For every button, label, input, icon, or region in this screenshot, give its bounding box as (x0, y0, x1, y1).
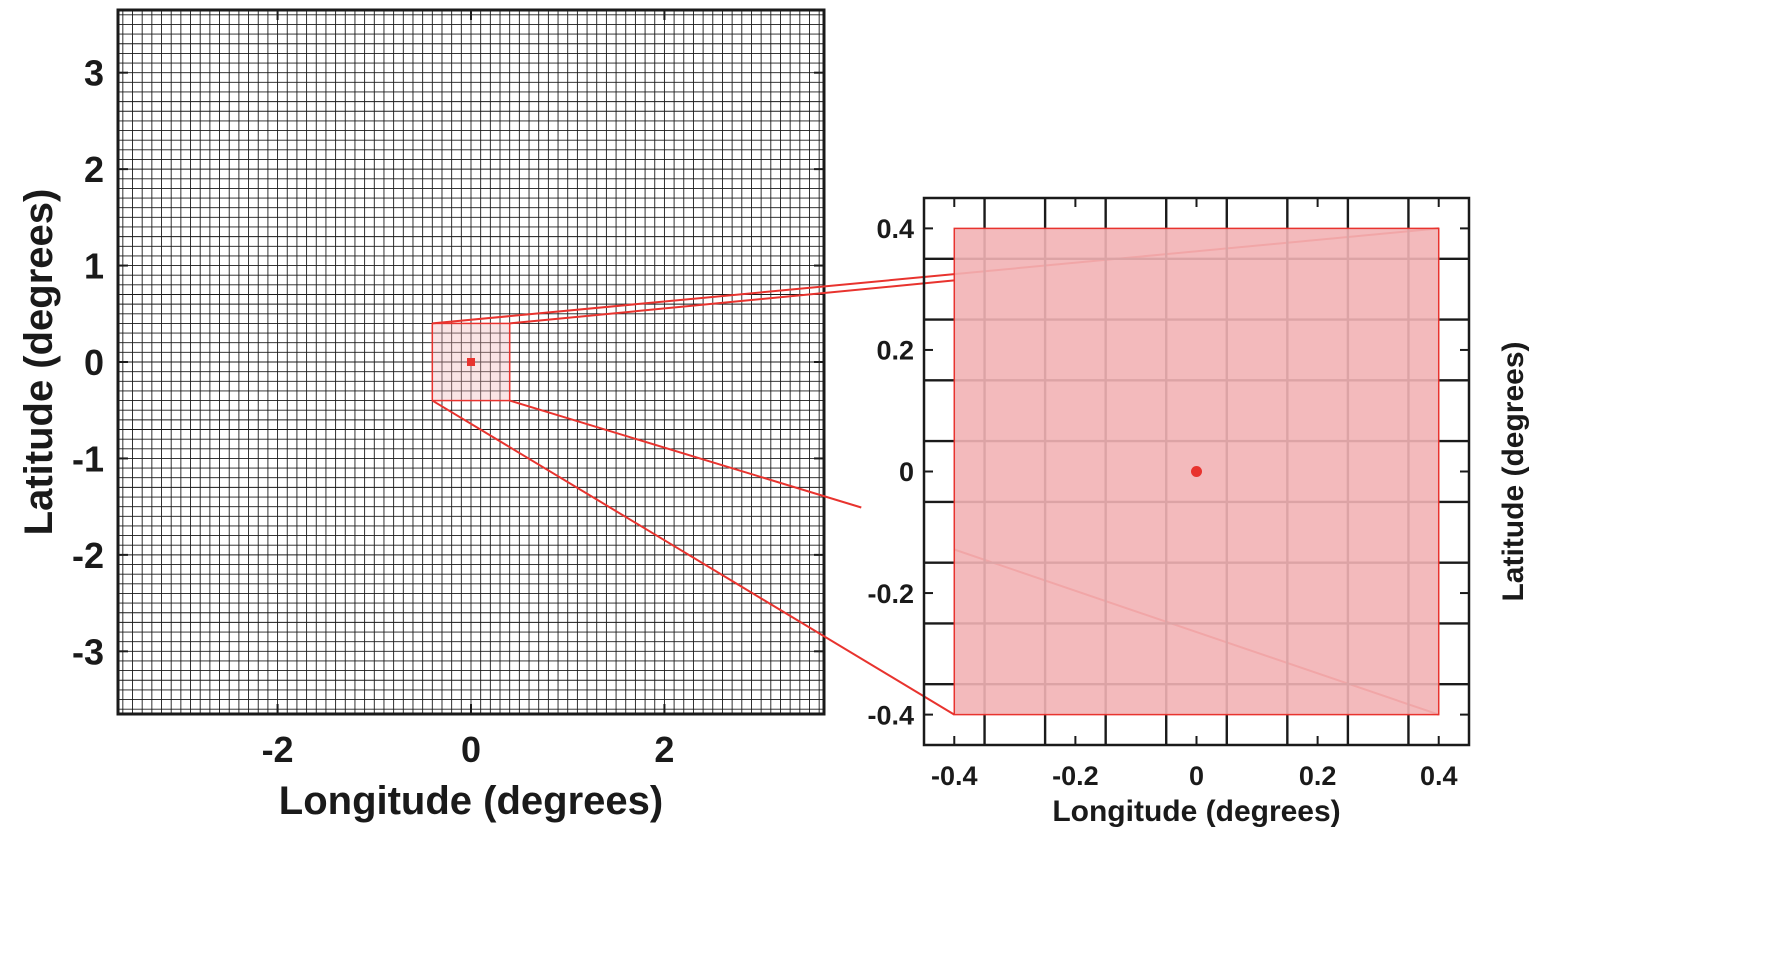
y-tick-label-0: 0.4 (876, 214, 914, 244)
y-tick-label-1: 0.2 (876, 336, 914, 366)
x-axis-title: Longitude (degrees) (279, 779, 663, 823)
y-tick-label-2: 1 (84, 246, 104, 287)
x-tick-label-0: -2 (262, 729, 294, 770)
y-tick-label-6: -3 (72, 631, 104, 672)
grid (118, 10, 824, 714)
overview-panel: -2 0 2 3 2 1 0 -1 -2 -3 Longitude (degrees) Latitud… (17, 8, 826, 823)
x-tick-label-1: -0.2 (1052, 761, 1099, 791)
zoom-connector-line-1 (509, 279, 955, 325)
y-tick-label-3: 0 (84, 342, 104, 383)
x-tick-label-0: -0.4 (931, 761, 978, 791)
zoom-connector-line-3 (431, 399, 955, 716)
data-point-0 (467, 358, 475, 366)
y-tick-label-2: 0 (899, 457, 914, 487)
zoom-connector-line-2 (509, 399, 862, 509)
y-tick-label-3: -0.2 (867, 579, 914, 609)
data-point-0 (1191, 466, 1202, 477)
y-tick-label-0: 3 (84, 53, 104, 94)
y-axis-title: Latitude (degrees) (17, 189, 61, 536)
x-tick-label-2: 2 (654, 729, 674, 770)
y-tick-label-4: -0.4 (867, 700, 914, 730)
x-tick-label-4: 0.4 (1420, 761, 1458, 791)
x-tick-label-1: 0 (461, 729, 481, 770)
highlight-region (431, 322, 511, 402)
x-tick-label-3: 0.2 (1299, 761, 1337, 791)
x-tick-label-2: 0 (1189, 761, 1204, 791)
y-tick-label-4: -1 (72, 438, 104, 479)
y-tick-label-5: -2 (72, 535, 104, 576)
y-axis-title: Latitude (degrees) (1497, 341, 1530, 601)
zoom-panel: -0.4 -0.2 0 0.2 0.4 0.4 0.2 0 -0.2 -0.4 Longitude … (867, 196, 1530, 828)
x-axis-title: Longitude (degrees) (1052, 795, 1340, 828)
y-tick-label-1: 2 (84, 149, 104, 190)
